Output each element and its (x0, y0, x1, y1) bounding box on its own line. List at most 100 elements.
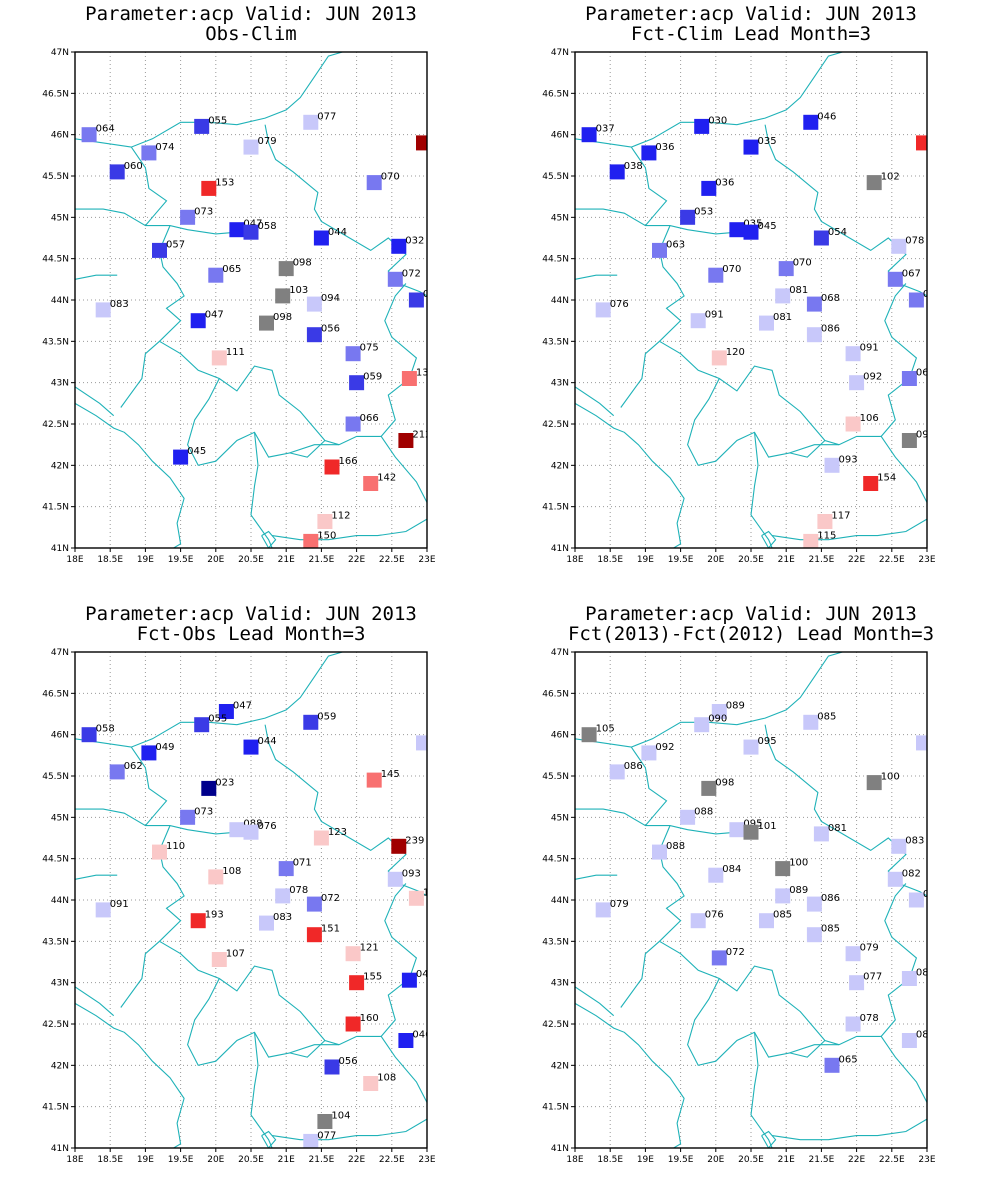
station-label: 045 (758, 221, 777, 232)
station-label: 045 (187, 446, 206, 457)
lat-tick-label: 41N (51, 544, 69, 554)
station-marker (887, 271, 903, 287)
lat-tick-label: 44N (51, 296, 69, 306)
lon-tick-label: 19.5E (668, 1155, 694, 1165)
border-line (250, 1032, 273, 1148)
station-label: 078 (860, 1013, 879, 1024)
lon-tick-label: 21.5E (809, 555, 835, 565)
station-marker (243, 824, 259, 840)
station-marker (690, 913, 706, 929)
station-marker (775, 288, 791, 304)
lat-tick-label: 46N (51, 131, 69, 141)
station-label: 092 (863, 372, 882, 383)
station-marker (278, 861, 294, 877)
station-label: 102 (881, 172, 900, 183)
station-marker (609, 164, 625, 180)
station-marker (680, 809, 696, 825)
station-marker (743, 739, 759, 755)
station-marker (901, 371, 917, 386)
station-marker (275, 888, 291, 904)
border-line (630, 746, 668, 826)
station-marker (229, 222, 245, 238)
station-label: 064 (96, 124, 115, 135)
lon-tick-label: 21E (778, 555, 795, 565)
station-marker (259, 915, 274, 931)
station-marker (95, 902, 111, 918)
station-marker (416, 135, 427, 151)
station-label: 056 (321, 324, 340, 335)
station-marker (391, 238, 407, 254)
station-marker (313, 230, 329, 246)
station-marker (595, 902, 611, 918)
border-line (130, 146, 168, 226)
lat-tick-label: 42.5N (42, 1020, 69, 1030)
station-marker (303, 533, 319, 548)
station-label: 160 (360, 1013, 379, 1024)
border-line (772, 1118, 927, 1141)
station-label: 056 (339, 1056, 358, 1067)
station-marker (908, 892, 924, 908)
station-label: 091 (110, 899, 129, 910)
station-marker (363, 476, 379, 491)
station-label: 094 (321, 293, 340, 304)
station-marker (743, 139, 759, 155)
station-marker (641, 145, 657, 161)
lat-tick-label: 45.5N (542, 172, 569, 182)
lat-tick-label: 45N (51, 213, 69, 223)
station-marker (306, 327, 322, 343)
lon-tick-label: 22E (848, 1155, 865, 1165)
station-label: 035 (758, 136, 777, 147)
lon-tick-label: 18.5E (597, 555, 623, 565)
border-line (575, 986, 615, 1017)
station-label: 044 (258, 736, 277, 747)
lat-tick-label: 45.5N (42, 172, 69, 182)
border-line (120, 225, 185, 408)
lat-tick-label: 41.5N (542, 503, 569, 513)
station-marker (243, 139, 259, 155)
lat-tick-label: 44N (551, 896, 569, 906)
station-marker (845, 1016, 861, 1032)
station-label: 106 (860, 413, 879, 424)
lat-tick-label: 43.5N (542, 337, 569, 347)
station-marker (278, 261, 294, 277)
station-label: 036 (715, 177, 734, 188)
station-marker (366, 772, 382, 788)
station-label: 076 (258, 821, 277, 832)
station-label: 117 (831, 511, 850, 522)
station-label: 142 (377, 473, 396, 484)
station-label: 090 (708, 714, 727, 725)
station-label: 104 (331, 1111, 350, 1122)
lon-tick-label: 22.5E (879, 1155, 905, 1165)
station-label: 077 (317, 1130, 336, 1141)
station-marker (901, 971, 917, 986)
station-marker (275, 288, 291, 304)
station-label: 079 (610, 899, 629, 910)
station-marker (901, 433, 917, 448)
station-label: 112 (331, 511, 350, 522)
station-marker (701, 180, 717, 196)
station-label: 086 (821, 324, 840, 335)
lon-tick-label: 20.5E (738, 555, 764, 565)
lon-tick-label: 18E (66, 555, 83, 565)
station-marker (694, 717, 710, 733)
station-label: 030 (708, 115, 727, 126)
station-label: 093 (839, 454, 858, 465)
lat-tick-label: 41N (51, 1144, 69, 1154)
station-label: 090 (930, 732, 949, 743)
lon-tick-label: 18E (566, 555, 583, 565)
border-line (159, 940, 340, 1046)
border-line (575, 1002, 685, 1148)
station-marker (349, 975, 365, 991)
station-label: 047 (205, 310, 224, 321)
station-label: 083 (905, 835, 924, 846)
station-marker (824, 1057, 840, 1073)
station-marker (891, 238, 907, 254)
station-label: 081 (916, 1030, 935, 1041)
station-marker (190, 913, 206, 929)
station-marker (211, 952, 227, 967)
lat-tick-label: 46N (551, 731, 569, 741)
station-label: 055 (208, 115, 227, 126)
station-marker (916, 735, 927, 751)
border-line (272, 1118, 427, 1141)
station-marker (141, 745, 157, 761)
